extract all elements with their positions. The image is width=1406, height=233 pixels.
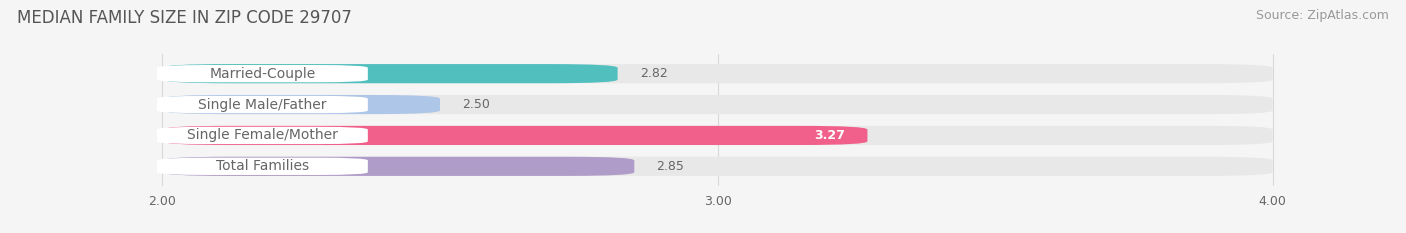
Text: 2.85: 2.85 [657,160,685,173]
FancyBboxPatch shape [163,64,617,83]
Text: 2.50: 2.50 [463,98,491,111]
FancyBboxPatch shape [163,126,1272,145]
FancyBboxPatch shape [163,157,634,176]
Text: Single Female/Mother: Single Female/Mother [187,128,337,142]
FancyBboxPatch shape [157,65,368,82]
Text: Total Families: Total Families [215,159,309,173]
Text: 2.82: 2.82 [640,67,668,80]
Text: Source: ZipAtlas.com: Source: ZipAtlas.com [1256,9,1389,22]
FancyBboxPatch shape [157,96,368,113]
FancyBboxPatch shape [157,127,368,144]
FancyBboxPatch shape [163,95,1272,114]
FancyBboxPatch shape [163,126,868,145]
Text: Single Male/Father: Single Male/Father [198,98,326,112]
FancyBboxPatch shape [163,157,1272,176]
FancyBboxPatch shape [157,158,368,175]
Text: MEDIAN FAMILY SIZE IN ZIP CODE 29707: MEDIAN FAMILY SIZE IN ZIP CODE 29707 [17,9,352,27]
Text: 3.27: 3.27 [814,129,845,142]
FancyBboxPatch shape [163,64,1272,83]
Text: Married-Couple: Married-Couple [209,67,315,81]
FancyBboxPatch shape [163,95,440,114]
